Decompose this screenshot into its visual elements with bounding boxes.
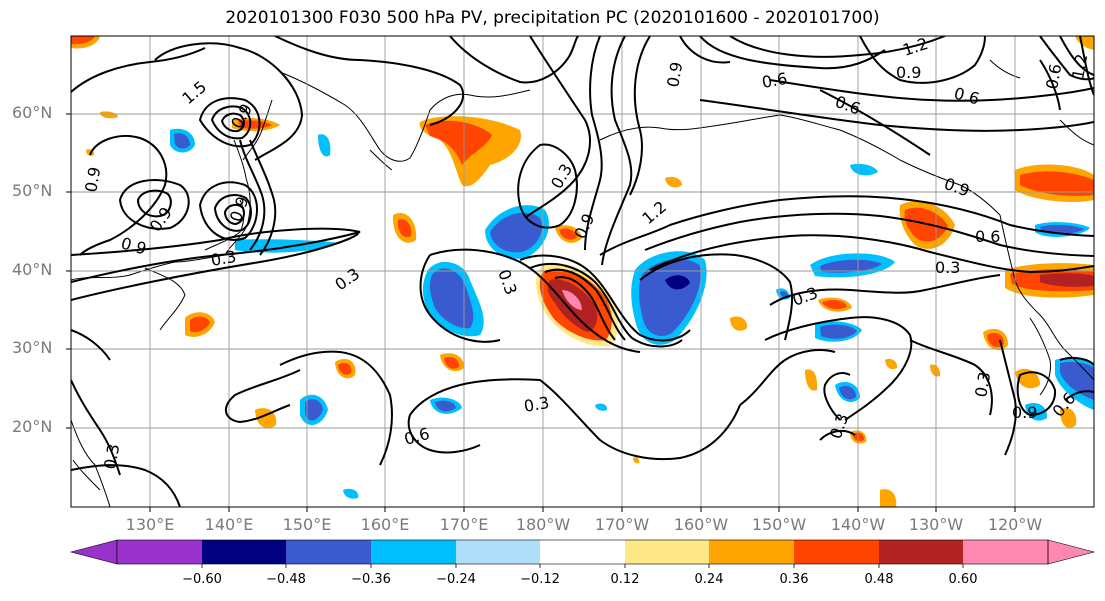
colorbar-swatch — [879, 540, 963, 564]
figure-title: 2020101300 F030 500 hPa PV, precipitatio… — [225, 8, 880, 28]
colorbar-tick-label: −0.12 — [520, 572, 560, 587]
lat-label: 30°N — [12, 338, 53, 357]
lon-label: 160°W — [673, 515, 729, 534]
contour-label: 0.3 — [522, 393, 550, 416]
lat-label: 60°N — [12, 103, 53, 122]
contour-label: 1.2 — [900, 34, 930, 60]
colorbar-tick-label: −0.60 — [182, 572, 222, 587]
colorbar-tick-label: 0.48 — [864, 572, 894, 587]
axis-ticks — [66, 113, 1016, 512]
colorbar-extend-high — [1047, 539, 1096, 565]
colorbar-extend-low — [69, 539, 118, 565]
colorbar-outline — [116, 539, 1049, 565]
contour-label: 0.3 — [971, 370, 994, 398]
precipitation-anomaly-shading — [71, 36, 1094, 507]
contour-label: 0.9 — [1012, 403, 1037, 422]
colorbar-tick-label: 0.60 — [948, 572, 978, 587]
contour-label: 0.6 — [760, 69, 788, 92]
contour-label: 0.6 — [975, 227, 1000, 246]
colorbar-swatch — [709, 540, 794, 564]
colorbar-tick-label: 0.36 — [779, 572, 809, 587]
lon-label: 130°E — [125, 515, 175, 534]
contour-label: 1.2 — [1068, 52, 1091, 80]
lat-label: 40°N — [12, 260, 53, 279]
contour-label: 0.9 — [663, 60, 686, 88]
colorbar-swatch — [540, 540, 625, 564]
colorbar-swatch — [202, 540, 286, 564]
lat-label: 50°N — [12, 181, 53, 200]
contour-label: 0.3 — [100, 442, 123, 470]
lon-label: 120°W — [987, 515, 1043, 534]
contour-label: 0.9 — [896, 63, 921, 82]
lon-label: 140°W — [830, 515, 886, 534]
colorbar-tick-label: −0.48 — [266, 572, 306, 587]
lat-label: 20°N — [12, 417, 53, 436]
colorbar-tick-label: −0.24 — [436, 572, 476, 587]
contour-label: 0.6 — [1042, 62, 1065, 90]
lon-label: 140°E — [204, 515, 254, 534]
colorbar-tick-label: 0.12 — [610, 572, 640, 587]
lon-label: 130°W — [908, 515, 964, 534]
colorbar-swatch — [371, 540, 456, 564]
colorbar-swatch — [794, 540, 879, 564]
colorbar-tick-label: 0.24 — [694, 572, 724, 587]
colorbar-swatch — [286, 540, 371, 564]
graticule — [71, 36, 1094, 507]
lon-label: 150°E — [282, 515, 332, 534]
colorbar-swatch — [456, 540, 540, 564]
colorbar — [69, 539, 1096, 568]
colorbar-swatch — [117, 540, 202, 564]
lon-label: 180°W — [515, 515, 571, 534]
contour-label: 0.3 — [209, 247, 237, 270]
contour-label: 0.9 — [81, 165, 104, 193]
lon-label: 170°W — [594, 515, 650, 534]
lon-label: 170°E — [439, 515, 489, 534]
map-content: 1.2 0.9 0.6 0.6 0.6 1.5 0.9 0.9 0.9 0.9 … — [71, 34, 1094, 507]
lon-label: 150°W — [751, 515, 807, 534]
colorbar-swatch — [963, 540, 1048, 564]
colorbar-tick-label: −0.36 — [351, 572, 391, 587]
contour-label: 0.3 — [935, 258, 960, 277]
colorbar-swatch — [625, 540, 709, 564]
pv-contours — [71, 36, 1094, 507]
lon-label: 160°E — [360, 515, 410, 534]
